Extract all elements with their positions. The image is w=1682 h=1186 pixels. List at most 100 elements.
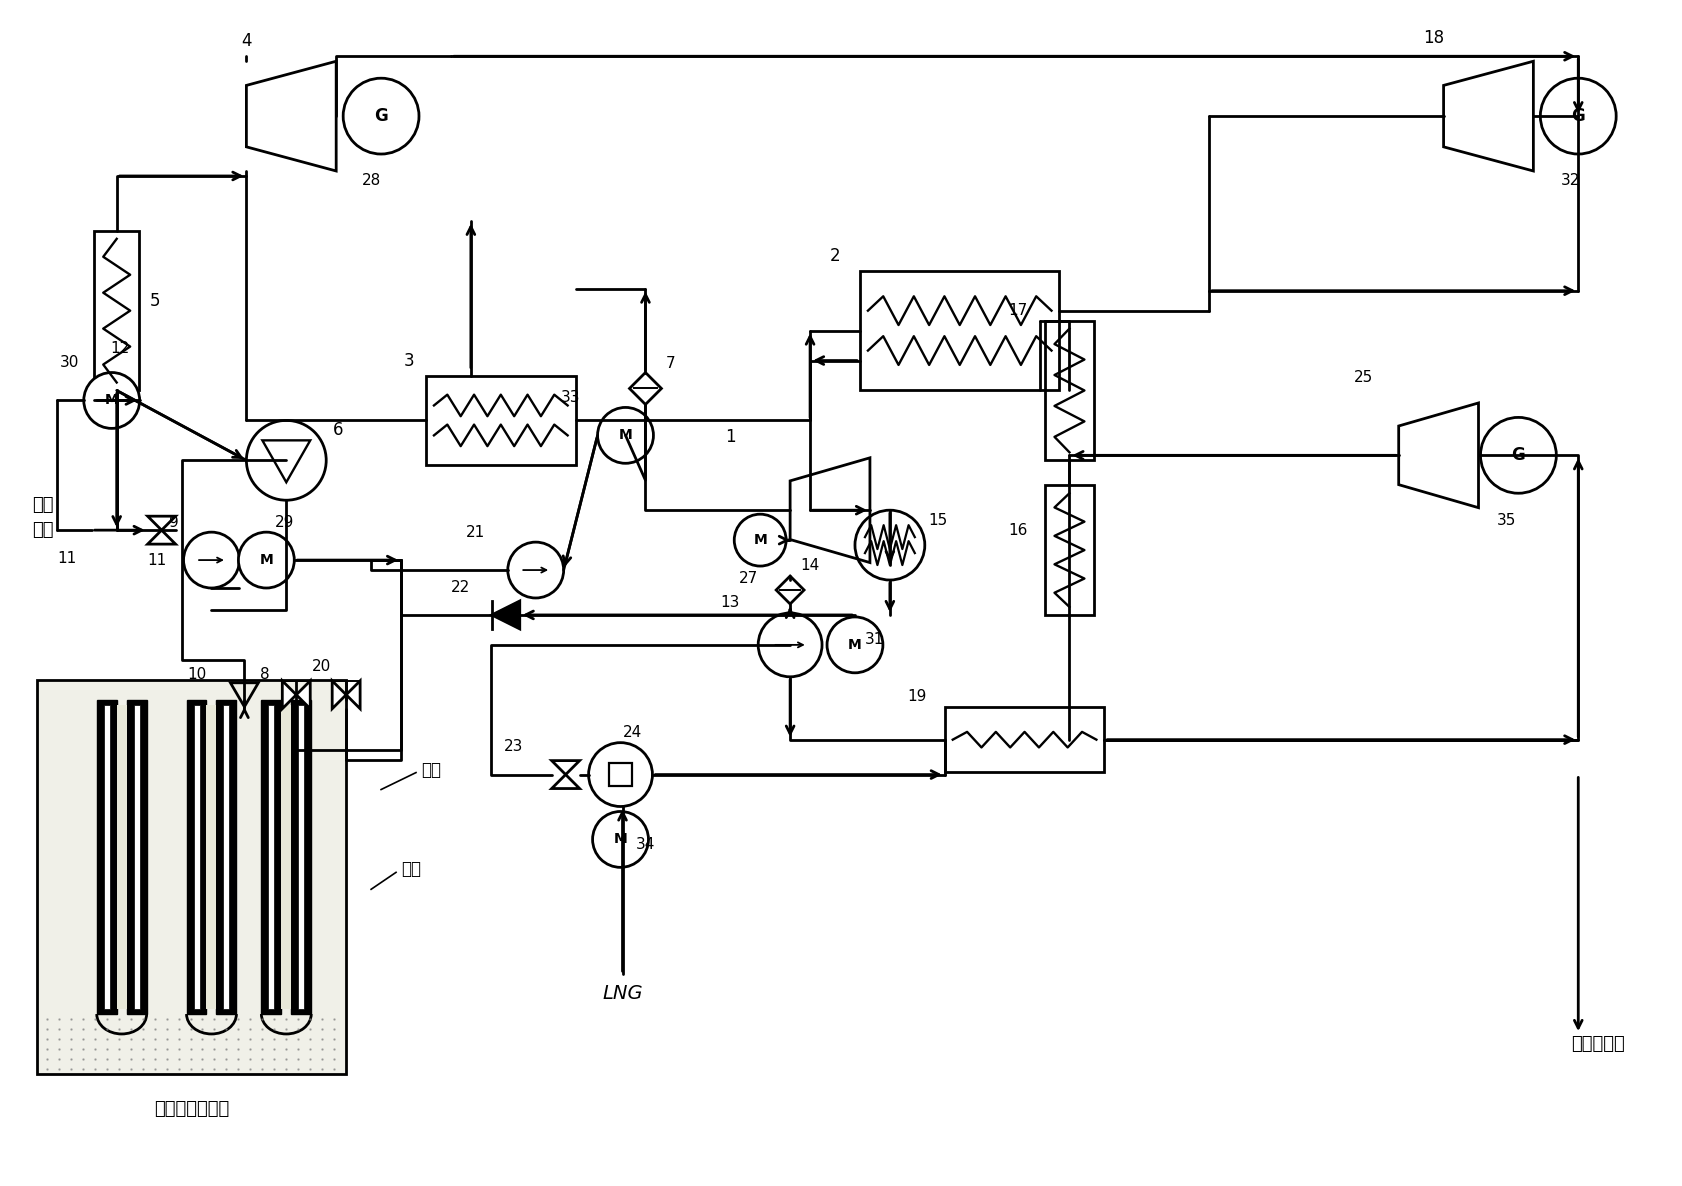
Text: 3: 3 [404, 351, 414, 370]
Text: 33: 33 [560, 390, 580, 404]
Circle shape [84, 372, 140, 428]
Bar [116, 704, 126, 1009]
Text: 28: 28 [362, 173, 380, 189]
Text: 15: 15 [928, 512, 947, 528]
Text: 8: 8 [259, 668, 269, 682]
Polygon shape [283, 681, 296, 709]
Text: 6: 6 [333, 421, 343, 439]
Bar [269, 704, 274, 1009]
Text: M: M [754, 534, 767, 547]
Text: 23: 23 [505, 739, 523, 754]
Text: 19: 19 [907, 689, 927, 704]
Circle shape [597, 408, 653, 464]
Bar [94, 231, 140, 390]
Text: 24: 24 [622, 725, 643, 740]
Bar [126, 700, 146, 1014]
Text: 29: 29 [274, 515, 294, 530]
Text: 1: 1 [725, 428, 735, 446]
Text: 2: 2 [829, 247, 841, 264]
Text: 5: 5 [150, 292, 160, 310]
Text: 20: 20 [311, 659, 331, 675]
Text: 25: 25 [1354, 370, 1374, 385]
Text: 13: 13 [720, 595, 740, 611]
Text: M: M [259, 553, 272, 567]
Text: 30: 30 [61, 355, 79, 370]
Circle shape [759, 613, 822, 677]
Polygon shape [552, 774, 580, 789]
Text: M: M [104, 394, 119, 408]
Polygon shape [491, 601, 520, 629]
Text: G: G [1512, 446, 1526, 465]
Text: 11: 11 [57, 550, 76, 566]
Text: M: M [848, 638, 861, 652]
Circle shape [246, 420, 326, 500]
Circle shape [1541, 78, 1616, 154]
Polygon shape [296, 681, 309, 709]
Bar [207, 704, 217, 1009]
Text: 31: 31 [865, 632, 885, 648]
Text: M: M [619, 428, 632, 442]
Text: 34: 34 [636, 837, 656, 852]
Circle shape [592, 811, 649, 867]
Text: 21: 21 [466, 524, 486, 540]
Circle shape [854, 510, 925, 580]
Bar [609, 764, 632, 786]
Circle shape [735, 515, 785, 566]
Text: 32: 32 [1561, 173, 1579, 189]
Text: 14: 14 [801, 557, 819, 573]
Bar [37, 680, 346, 1073]
Text: 17: 17 [1008, 304, 1028, 318]
Text: 地热能取热装置: 地热能取热装置 [153, 1099, 229, 1117]
Text: 空气: 空气 [32, 496, 54, 515]
Bar [217, 700, 237, 1014]
Text: 钢套: 钢套 [420, 760, 441, 778]
Text: 12: 12 [109, 342, 130, 356]
Text: G: G [373, 107, 389, 125]
Bar [945, 707, 1105, 772]
Polygon shape [148, 516, 175, 530]
Circle shape [828, 617, 883, 672]
Text: 9: 9 [168, 515, 178, 530]
Bar [860, 270, 1060, 390]
Bar [291, 700, 311, 1014]
Bar [1045, 320, 1095, 460]
Bar [1045, 485, 1095, 616]
Bar [133, 704, 140, 1009]
Bar [98, 700, 116, 1014]
Text: 天然气用户: 天然气用户 [1571, 1035, 1625, 1053]
Text: 18: 18 [1423, 30, 1445, 47]
Text: 7: 7 [666, 356, 674, 371]
Bar [426, 376, 575, 465]
Bar [104, 704, 109, 1009]
Bar [193, 704, 200, 1009]
Text: 地层: 地层 [400, 860, 420, 879]
Polygon shape [629, 372, 661, 404]
Circle shape [183, 533, 239, 588]
Circle shape [508, 542, 563, 598]
Text: 10: 10 [187, 668, 207, 682]
Polygon shape [148, 530, 175, 544]
Text: M: M [614, 833, 627, 847]
Bar [298, 704, 304, 1009]
Bar [281, 704, 291, 1009]
Polygon shape [775, 576, 804, 604]
Text: G: G [1571, 107, 1584, 125]
Circle shape [239, 533, 294, 588]
Bar [187, 700, 207, 1014]
Text: 27: 27 [738, 570, 759, 586]
Polygon shape [552, 760, 580, 774]
Text: 22: 22 [451, 580, 471, 594]
Polygon shape [346, 681, 360, 709]
Text: 35: 35 [1497, 512, 1515, 528]
Circle shape [1480, 417, 1556, 493]
Bar [224, 704, 229, 1009]
Polygon shape [331, 681, 346, 709]
Circle shape [589, 742, 653, 806]
Text: 11: 11 [146, 553, 167, 568]
Text: 4: 4 [241, 32, 252, 50]
Bar [261, 700, 281, 1014]
Text: 空气: 空气 [32, 521, 54, 540]
Text: 16: 16 [1008, 523, 1028, 537]
Text: LNG: LNG [602, 984, 643, 1003]
Circle shape [343, 78, 419, 154]
